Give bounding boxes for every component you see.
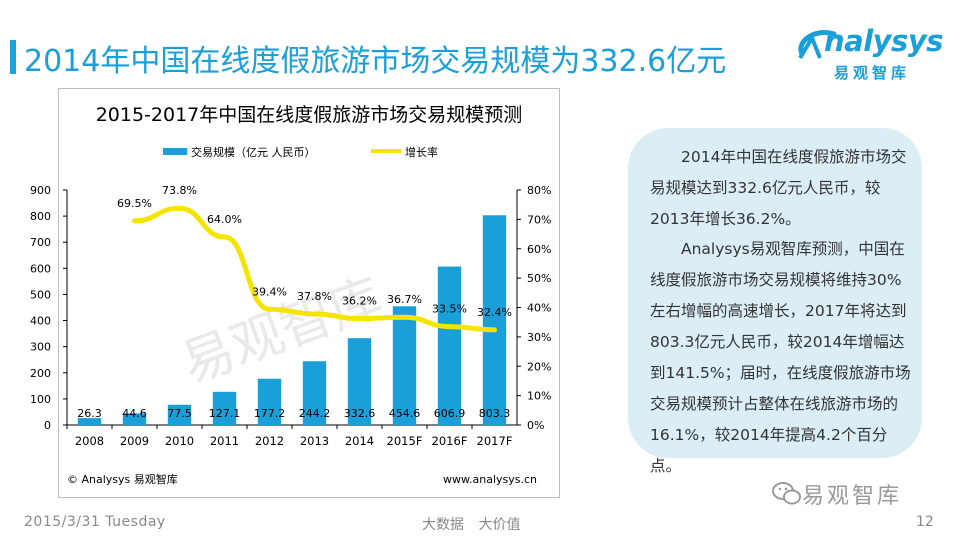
- bar-line-chart: 易观智库 2015-2017年中国在线度假旅游市场交易规模预测 交易规模（亿元 …: [30, 104, 551, 486]
- bar-2015F: [392, 306, 417, 425]
- wechat-label: 易观智库: [802, 484, 903, 509]
- legend-bar-label: 交易规模（亿元 人民币）: [191, 145, 316, 159]
- left-axis-tick-label: 300: [30, 341, 51, 354]
- right-axis-tick-label: 20%: [527, 360, 551, 373]
- growth-value-label: 32.4%: [477, 306, 512, 319]
- x-axis-tick-label: 2016F: [432, 434, 468, 448]
- left-axis-tick-label: 900: [30, 184, 51, 197]
- chart-source-right: www.analysys.cn: [443, 473, 537, 486]
- bar-value-label: 177.2: [254, 407, 286, 420]
- growth-value-label: 36.7%: [387, 293, 422, 306]
- growth-value-label: 37.8%: [297, 290, 332, 303]
- growth-value-label: 73.8%: [162, 184, 197, 197]
- right-axis-tick-label: 30%: [527, 331, 551, 344]
- logo-subtitle: 易观智库: [834, 64, 911, 82]
- left-axis-tick-label: 100: [30, 393, 51, 406]
- x-axis-tick-label: 2017F: [477, 434, 513, 448]
- footer-slogan: 大数据 大价值: [422, 517, 521, 533]
- growth-value-label: 39.4%: [252, 285, 287, 298]
- left-axis-tick-label: 200: [30, 367, 51, 380]
- left-axis-tick-label: 800: [30, 210, 51, 223]
- right-axis-tick-label: 50%: [527, 272, 551, 285]
- left-axis-tick-label: 400: [30, 315, 51, 328]
- left-axis-tick-label: 500: [30, 288, 51, 301]
- footer-date: 2015/3/31 Tuesday: [24, 514, 166, 530]
- callout-paragraph-2: Analysys易观智库预测，中国在线度假旅游市场交易规模将维持30%左右增幅的…: [650, 240, 911, 475]
- bar-2011: [212, 391, 237, 425]
- bar-value-label: 606.9: [434, 407, 466, 420]
- left-axis-tick-label: 700: [30, 236, 51, 249]
- x-axis-tick-label: 2013: [300, 434, 329, 448]
- right-axis-tick-label: 10%: [527, 390, 551, 403]
- x-axis-tick-label: 2015F: [387, 434, 423, 448]
- left-axis-tick-label: 600: [30, 262, 51, 275]
- bar-value-label: 26.3: [77, 407, 102, 420]
- analysys-logo: nalysys 易观智库: [796, 24, 944, 84]
- right-axis-tick-label: 80%: [527, 184, 551, 197]
- x-axis-tick-label: 2010: [165, 434, 194, 448]
- right-axis-tick-label: 40%: [527, 302, 551, 315]
- growth-value-label: 33.5%: [432, 303, 467, 316]
- x-axis-tick-label: 2011: [210, 434, 239, 448]
- bar-2016F: [437, 266, 462, 425]
- right-axis-tick-label: 0%: [527, 419, 544, 432]
- bar-2014: [347, 338, 372, 425]
- bar-2010: [167, 404, 192, 425]
- growth-value-label: 64.0%: [207, 213, 242, 226]
- chart-frame: 易观智库 2015-2017年中国在线度假旅游市场交易规模预测 交易规模（亿元 …: [30, 88, 560, 498]
- bar-value-label: 454.6: [389, 407, 421, 420]
- growth-value-label: 36.2%: [342, 295, 377, 308]
- right-axis-tick-label: 70%: [527, 213, 551, 226]
- wechat-icon: [772, 482, 801, 505]
- bar-2013: [302, 361, 327, 425]
- bar-value-label: 127.1: [209, 407, 241, 420]
- title-accent-bar: [10, 40, 16, 74]
- bar-2008: [77, 418, 102, 425]
- x-axis-tick-label: 2008: [75, 434, 104, 448]
- bar-value-label: 332.6: [344, 407, 376, 420]
- bar-value-label: 244.2: [299, 407, 331, 420]
- slide-title: 2014年中国在线度假旅游市场交易规模为332.6亿元: [24, 44, 727, 79]
- legend-bar-swatch: [163, 148, 187, 155]
- bar-value-label: 77.5: [167, 407, 192, 420]
- bar-2012: [257, 378, 282, 425]
- x-axis-tick-label: 2012: [255, 434, 284, 448]
- bar-2009: [122, 413, 147, 425]
- growth-value-label: 69.5%: [117, 197, 152, 210]
- footer-page-number: 12: [916, 514, 934, 530]
- callout-paragraph-1: 2014年中国在线度假旅游市场交易规模达到332.6亿元人民币，较2013年增长…: [650, 148, 907, 228]
- bar-value-label: 803.3: [479, 407, 511, 420]
- growth-rate-line: [132, 205, 497, 333]
- x-axis-tick-label: 2014: [345, 434, 374, 448]
- x-axis-tick-label: 2009: [120, 434, 149, 448]
- bar-2017F: [482, 215, 507, 425]
- chart-source-left: © Analysys 易观智库: [67, 472, 178, 486]
- chart-title: 2015-2017年中国在线度假旅游市场交易规模预测: [96, 104, 523, 126]
- bar-value-label: 44.6: [122, 407, 147, 420]
- logo-wordmark: nalysys: [824, 24, 944, 58]
- wechat-badge: 易观智库: [772, 476, 942, 512]
- summary-callout: 2014年中国在线度假旅游市场交易规模达到332.6亿元人民币，较2013年增长…: [628, 128, 922, 475]
- right-axis-tick-label: 60%: [527, 243, 551, 256]
- left-axis-tick-label: 0: [44, 419, 51, 432]
- logo-swoosh-icon: [798, 30, 837, 60]
- legend-line-label: 增长率: [405, 145, 438, 159]
